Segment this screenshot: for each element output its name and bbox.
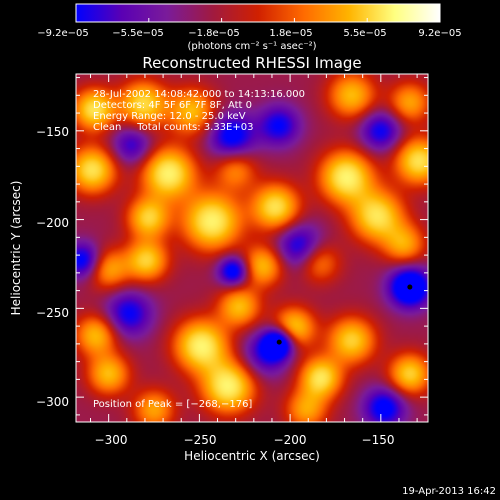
annotation-time-range: 28-Jul-2002 14:08:42.000 to 14:13:16.000 (93, 89, 305, 100)
y-tick-label: −150 (36, 125, 69, 139)
x-tick-label: −150 (362, 433, 395, 447)
peak-marker (276, 284, 413, 345)
colorbar-tick-label: 9.2e−05 (418, 28, 461, 39)
y-tick-label: −250 (36, 306, 69, 320)
heatmap-image (76, 74, 428, 422)
annotation-detectors: Detectors: 4F 5F 6F 7F 8F, Att 0 (93, 100, 252, 111)
colorbar-unit-label: (photons cm⁻² s⁻¹ asec⁻²) (187, 41, 316, 52)
colorbar-tick-label: 1.8e−05 (269, 28, 312, 39)
x-tick-label: −300 (95, 433, 128, 447)
chart-title: Reconstructed RHESSI Image (142, 54, 361, 72)
peak-position-label: Position of Peak = [−268,−176] (93, 399, 252, 410)
y-tick-label: −300 (36, 395, 69, 409)
x-tick-label: −250 (184, 433, 217, 447)
annotation-total-counts: Clean Total counts: 3.33E+03 (93, 122, 253, 133)
colorbar-tick-label: −9.2e−05 (37, 28, 89, 39)
colorbar-gradient (75, 3, 441, 23)
x-axis-label: Heliocentric X (arcsec) (184, 449, 320, 463)
heatmap (76, 74, 428, 422)
colorbar-tick-label: 5.5e−05 (343, 28, 386, 39)
y-tick-label: −200 (36, 216, 69, 230)
minimum-marker (407, 284, 413, 290)
colorbar-tick-label: −1.8e−05 (188, 28, 240, 39)
colorbar-tick-label: −5.5e−05 (112, 28, 164, 39)
footer-timestamp: 19-Apr-2013 16:42 (402, 486, 496, 497)
plot-frame (75, 73, 429, 423)
x-tick-label: −200 (274, 433, 307, 447)
minimum-marker (276, 339, 282, 345)
colorbar: −9.2e−05 −5.5e−05 −1.8e−05 1.8e−05 5.5e−… (37, 3, 462, 52)
annotation-energy-range: Energy Range: 12.0 - 25.0 keV (93, 111, 246, 122)
y-axis-label: Heliocentric Y (arcsec) (9, 181, 23, 316)
